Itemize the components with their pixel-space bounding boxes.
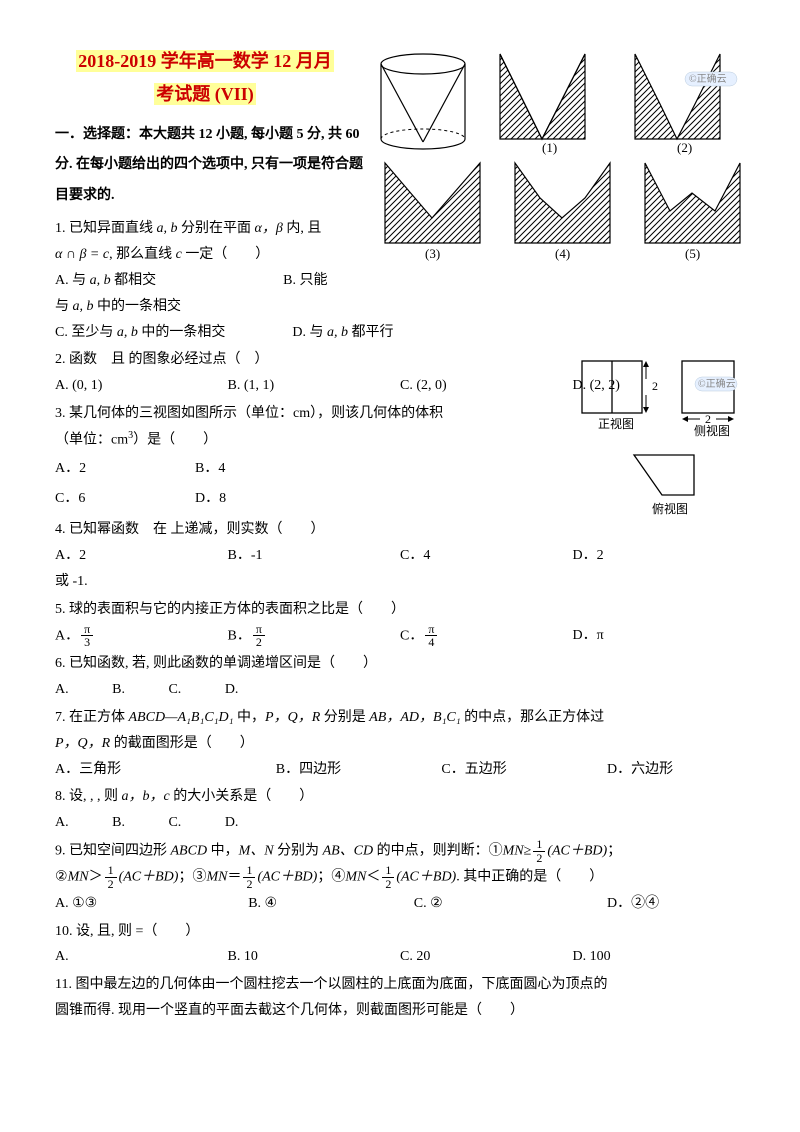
question-9: 9. 已知空间四边形 ABCD 中，M、N 分别为 AB、CD 的中点，则判断：…: [55, 838, 745, 890]
svg-text:(1): (1): [542, 140, 557, 155]
title-line-2: 考试题 (VII): [154, 83, 256, 105]
svg-text:2: 2: [652, 379, 658, 393]
question-10: 10. 设, 且, 则 =（ ）: [55, 919, 745, 945]
question-7: 7. 在正方体 ABCD—A₁B₁C₁D₁ 中，P，Q，R 分别是 AB，AD，…: [55, 705, 745, 757]
svg-text:侧视图: 侧视图: [694, 423, 730, 438]
solid-cylinder: [381, 54, 465, 149]
svg-text:(3): (3): [425, 246, 440, 261]
q3-options: A．2B．4 C．6D．8: [55, 454, 525, 516]
question-5: 5. 球的表面积与它的内接正方体的表面积之比是（ ）: [55, 597, 745, 623]
q10-options: A. B. 10 C. 20 D. 100: [55, 944, 745, 970]
q5-options: A．π3 B．π2 C．π4 D．π: [55, 623, 745, 649]
section-1-heading: 一．选择题：本大题共 12 小题, 每小题 5 分, 共 60 分. 在每小题给…: [55, 120, 365, 212]
svg-text:©正确云: ©正确云: [698, 377, 736, 390]
q1-options: A. 与 a, b 都相交 B. 只能 与 a, b 中的一条相交 C. 至少与…: [55, 268, 745, 346]
figure-three-views: 2 正视图 ©正确云 2 侧视图 俯视图: [574, 355, 754, 535]
q8-options: A. B. C. D.: [55, 810, 745, 836]
svg-text:俯视图: 俯视图: [652, 501, 688, 516]
figure-cross-sections: (1) ©正确云 (2) (3) (4) (5): [370, 48, 750, 273]
q6-options: A. B. C. D.: [55, 677, 745, 703]
svg-text:(5): (5): [685, 246, 700, 261]
svg-text:©正确云: ©正确云: [689, 72, 727, 85]
q4-options: A．2 B．-1 C．4 D．2: [55, 543, 745, 569]
question-6: 6. 已知函数, 若, 则此函数的单调递增区间是（ ）: [55, 651, 745, 677]
question-1: 1. 已知异面直线 a, b 分别在平面 α，β 内, 且 α ∩ β = c,…: [55, 216, 375, 268]
title-line-1: 2018-2019 学年高一数学 12 月月: [76, 50, 334, 72]
svg-text:正视图: 正视图: [598, 416, 634, 431]
question-3: 3. 某几何体的三视图如图所示（单位：cm），则该几何体的体积 （单位：cm3）…: [55, 401, 525, 453]
q9-options: A. ①③ B. ④ C. ② D．②④: [55, 891, 745, 917]
exam-title: 2018-2019 学年高一数学 12 月月 考试题 (VII): [55, 45, 355, 112]
q7-options: A．三角形 B．四边形 C．五边形 D．六边形: [55, 757, 745, 783]
svg-text:(2): (2): [677, 140, 692, 155]
q4-tail: 或 -1.: [55, 569, 745, 595]
question-11: 11. 图中最左边的几何体由一个圆柱挖去一个以圆柱的上底面为底面，下底面圆心为顶…: [55, 972, 745, 1024]
svg-text:(4): (4): [555, 246, 570, 261]
question-8: 8. 设, , , 则 a，b，c 的大小关系是（ ）: [55, 784, 745, 810]
